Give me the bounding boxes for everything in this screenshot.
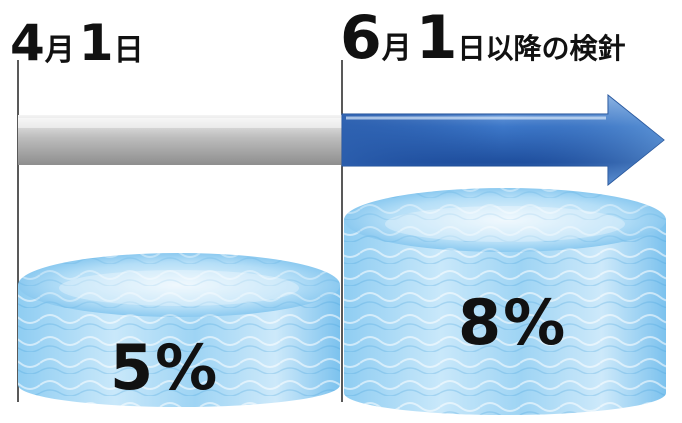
change-day-suffix: 日以降の検針 (457, 32, 626, 65)
future-period-arrow (341, 93, 665, 187)
change-date-label: 6月1日以降の検針 (340, 8, 626, 68)
right-water-tank (344, 188, 666, 415)
start-date-label: 4月1日 (10, 18, 144, 68)
start-month-kanji: 月 (44, 33, 75, 68)
right-rate-value: 8% (458, 286, 568, 359)
change-month-kanji: 月 (381, 31, 412, 66)
left-water-tank (18, 253, 340, 407)
start-day-kanji: 日 (113, 33, 144, 68)
start-month-number: 4 (10, 14, 45, 72)
change-day-number: 1 (415, 3, 458, 73)
start-day-number: 1 (78, 14, 114, 72)
change-month-number: 6 (340, 3, 382, 73)
left-rate-value: 5% (110, 331, 220, 404)
